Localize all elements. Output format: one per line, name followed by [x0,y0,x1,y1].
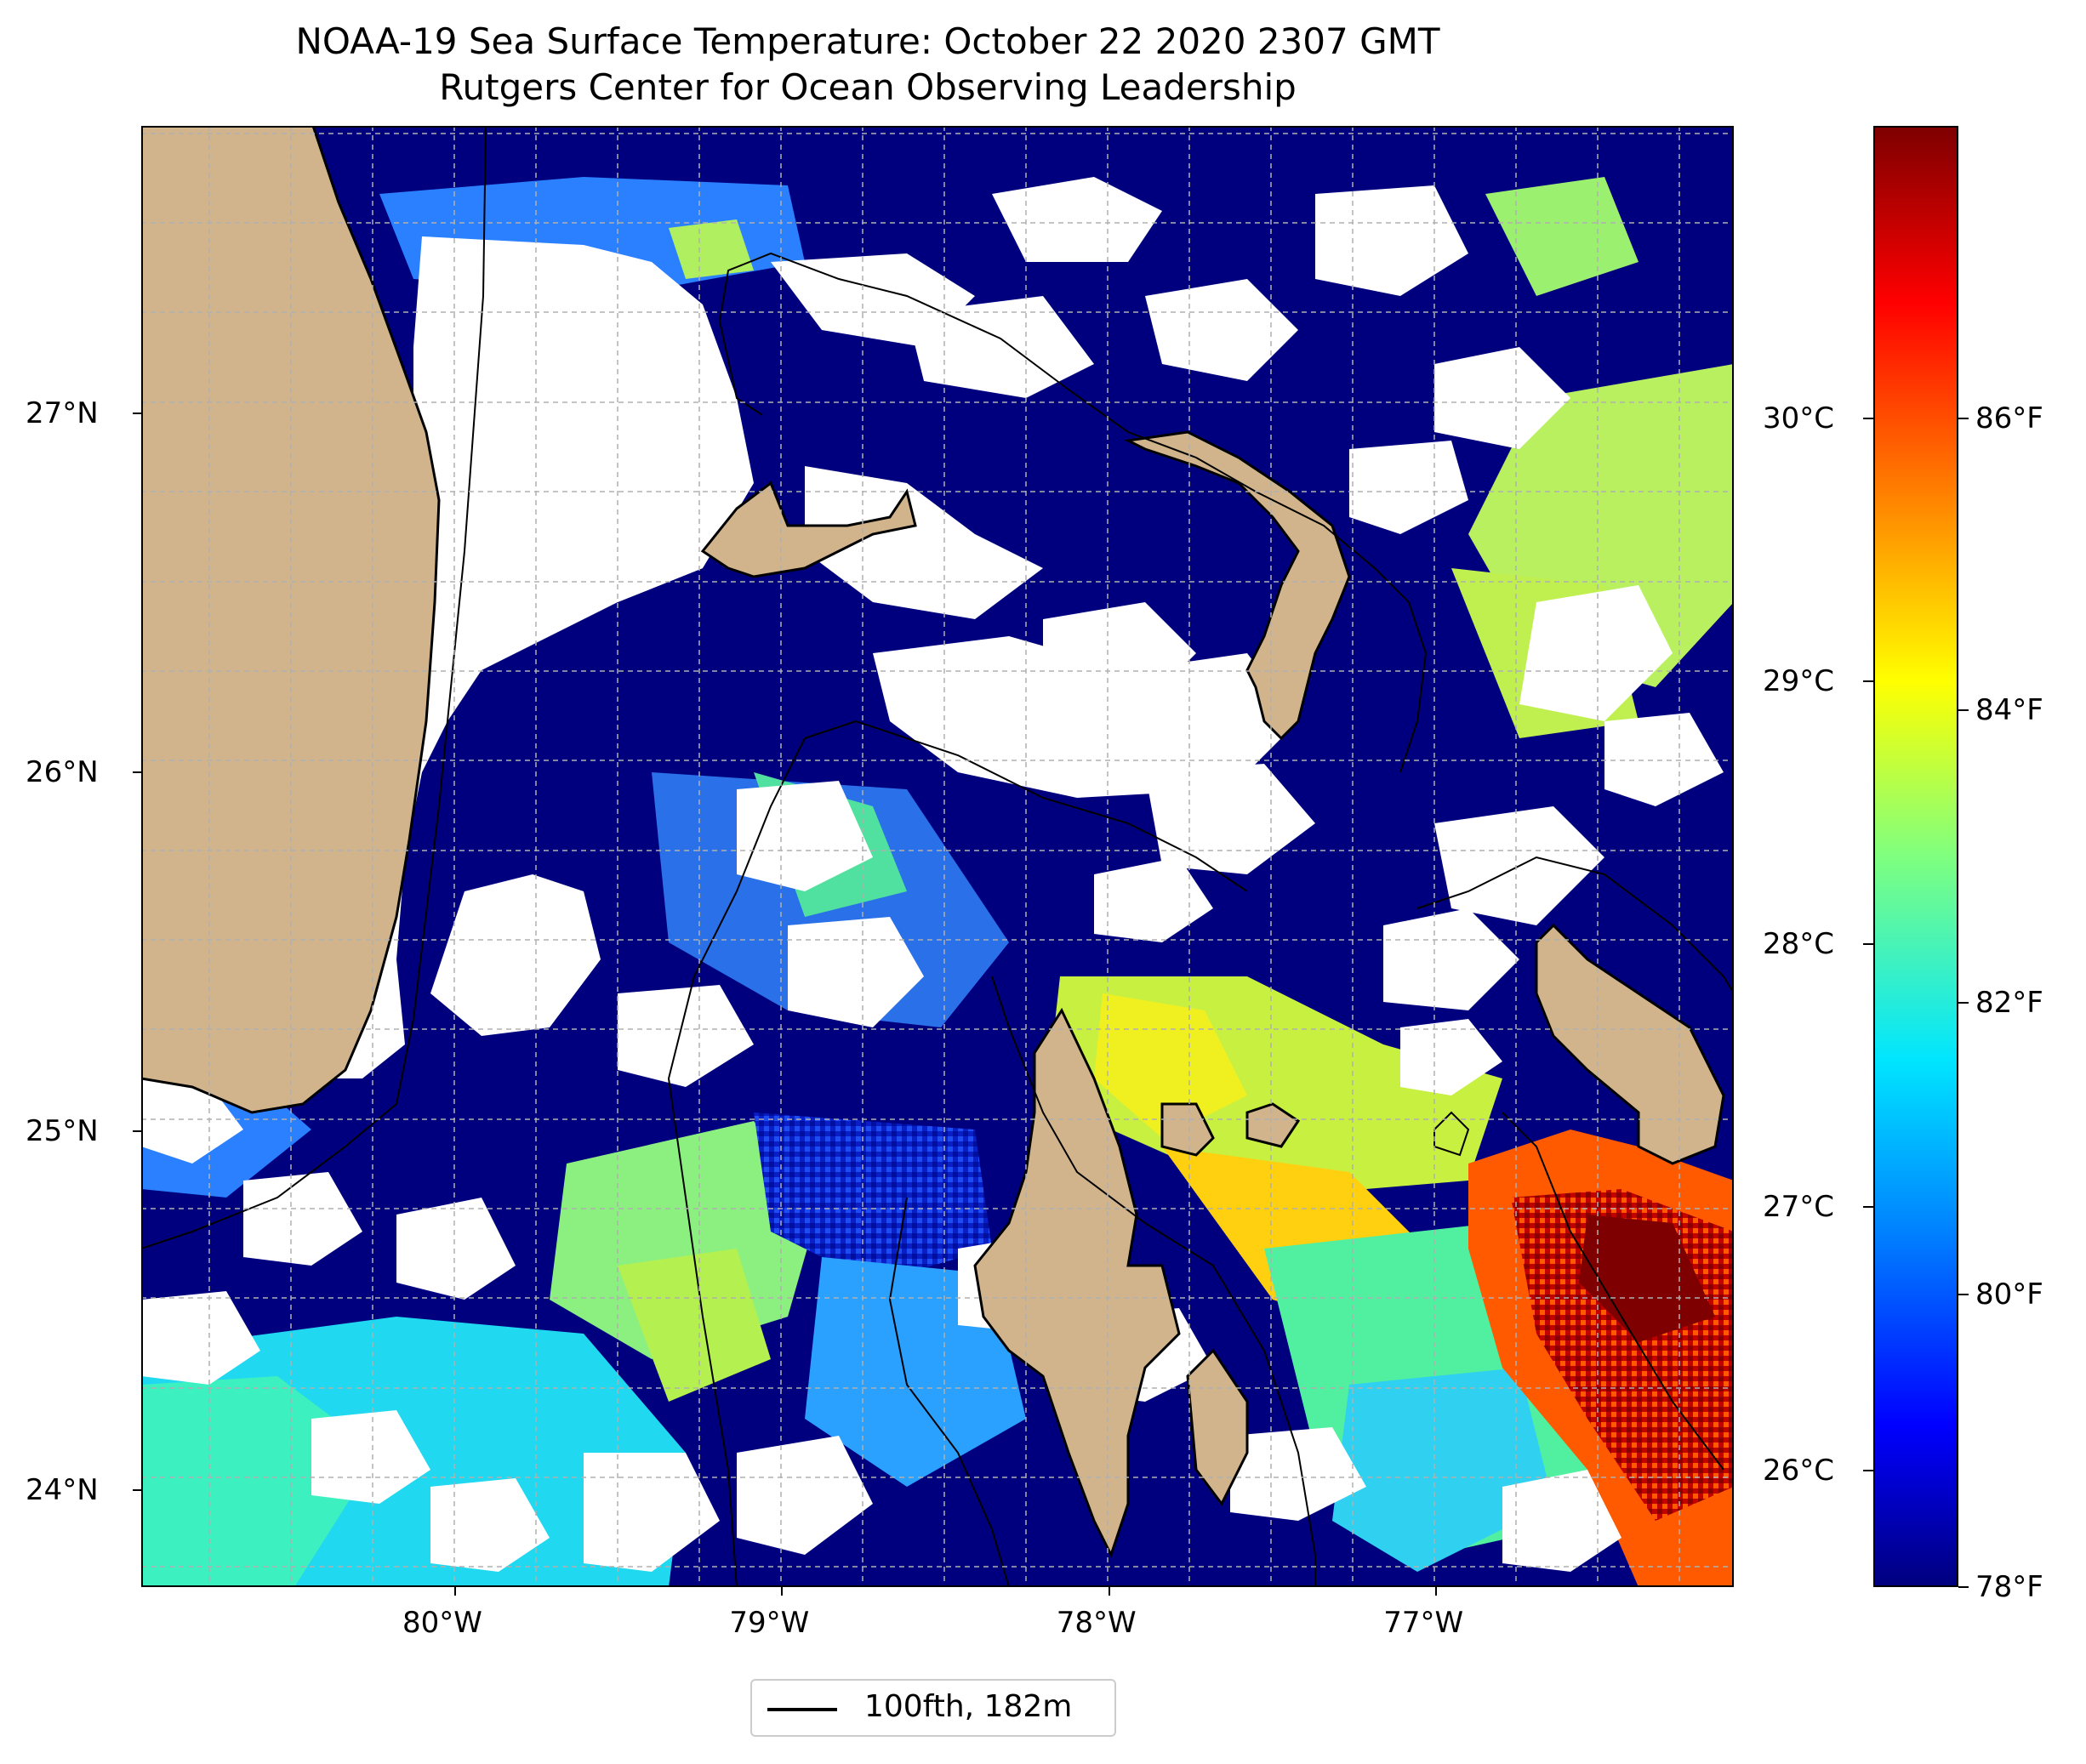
lon-tick-mark [1108,1587,1110,1596]
lon-tick-label: 79°W [729,1606,810,1640]
colorbar-c-tick-label: 28°C [1763,927,1835,962]
legend: 100fth, 182m [750,1679,1116,1737]
lon-tick-mark [781,1587,784,1596]
lat-tick-mark [133,1489,141,1492]
colorbar-f-tick-mark [1958,1001,1969,1004]
colorbar-c-tick-label: 30°C [1763,401,1835,435]
colorbar-f-tick-mark [1958,1294,1969,1296]
lon-tick-label: 80°W [402,1606,482,1640]
colorbar-f-tick-label: 80°F [1975,1277,2043,1312]
lon-tick-label: 78°W [1056,1606,1137,1640]
lon-tick-mark [1435,1587,1438,1596]
colorbar-c-tick-mark [1863,1206,1873,1209]
legend-label: 100fth, 182m [864,1689,1073,1724]
colorbar [1873,126,1958,1587]
sst-map-canvas [141,126,1734,1587]
colorbar-c-tick-label: 29°C [1763,663,1835,698]
colorbar-f-tick-mark [1958,417,1969,419]
colorbar-c-tick-label: 27°C [1763,1190,1835,1225]
colorbar-f-tick-label: 78°F [1975,1570,2043,1604]
colorbar-f-tick-label: 86°F [1975,401,2043,435]
colorbar-c-tick-mark [1863,680,1873,682]
sst-map [141,126,1734,1587]
isobath-100fth [141,126,1734,1587]
lat-tick-label: 27°N [26,395,99,430]
colorbar-f-tick-mark [1958,1586,1969,1588]
map-subtitle: Rutgers Center for Ocean Observing Leade… [439,66,1297,108]
colorbar-c-tick-mark [1863,943,1873,946]
colorbar-f-tick-label: 82°F [1975,985,2043,1020]
lat-tick-label: 25°N [26,1113,99,1148]
colorbar-c-tick-mark [1863,417,1873,419]
lat-tick-mark [133,771,141,773]
graticule [141,126,1734,1587]
lat-tick-mark [133,412,141,414]
legend-line-swatch [767,1708,837,1711]
colorbar-c-tick-label: 26°C [1763,1453,1835,1488]
lon-tick-mark [454,1587,457,1596]
lon-tick-label: 77°W [1383,1606,1464,1640]
colorbar-c-tick-mark [1863,1469,1873,1471]
colorbar-f-tick-mark [1958,709,1969,712]
lat-tick-mark [133,1130,141,1132]
land [141,126,1725,1558]
map-title: NOAA-19 Sea Surface Temperature: October… [295,20,1440,62]
colorbar-f-tick-label: 84°F [1975,693,2043,728]
lat-tick-label: 24°N [26,1473,99,1508]
lat-tick-label: 26°N [26,754,99,789]
